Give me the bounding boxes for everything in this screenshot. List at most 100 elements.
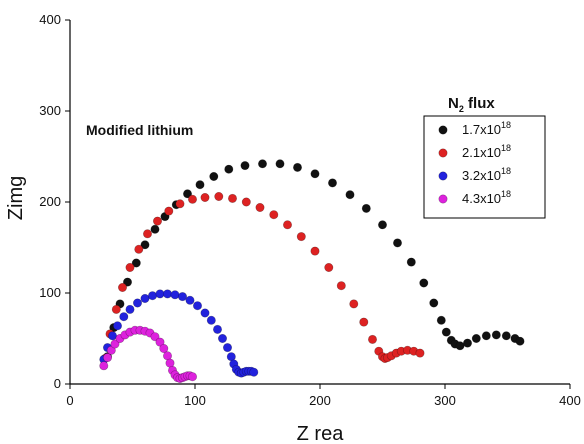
data-point <box>282 220 292 230</box>
data-point <box>206 315 216 325</box>
data-point <box>255 203 265 213</box>
data-point <box>103 353 113 363</box>
y-tick-label: 0 <box>54 376 61 391</box>
data-point <box>228 193 238 203</box>
data-point <box>125 262 135 272</box>
legend-label: 4.3x1018 <box>462 189 511 206</box>
y-tick-label: 400 <box>39 12 61 27</box>
data-point <box>455 341 465 351</box>
data-point <box>185 295 195 305</box>
data-point <box>345 190 355 200</box>
data-point <box>269 210 279 220</box>
data-point <box>150 224 160 234</box>
data-point <box>123 277 133 287</box>
data-point <box>349 299 359 309</box>
legend-entries: 1.7x1018 2.1x1018 3.2x1018 4.3x1018 <box>438 120 511 206</box>
data-point <box>392 238 402 248</box>
data-point <box>200 308 210 318</box>
data-point <box>209 172 219 182</box>
data-point <box>164 206 174 216</box>
chart-annotation: Modified lithium <box>86 122 193 138</box>
data-point <box>140 293 150 303</box>
data-point <box>292 162 302 172</box>
data-point <box>148 291 158 301</box>
data-point <box>336 281 346 291</box>
data-point <box>163 289 173 299</box>
data-point <box>188 372 198 382</box>
data-point <box>441 327 451 337</box>
data-point <box>131 258 141 268</box>
data-point <box>324 262 334 272</box>
data-point <box>241 197 251 207</box>
legend-marker <box>438 194 448 204</box>
series-4 <box>99 325 198 383</box>
x-tick-label: 200 <box>309 393 331 408</box>
legend: N2 flux 1.7x1018 2.1x1018 3.2x1018 4.3x1018 <box>423 95 546 219</box>
data-point <box>134 244 144 254</box>
x-tick-label: 0 <box>66 393 73 408</box>
data-point <box>377 220 387 230</box>
data-point <box>110 339 120 349</box>
data-point <box>200 193 210 203</box>
data-point <box>218 333 228 343</box>
legend-label: 2.1x1018 <box>462 143 511 160</box>
data-point <box>133 298 143 308</box>
data-point <box>224 164 234 174</box>
data-point <box>223 343 233 353</box>
data-point <box>214 192 224 202</box>
data-point <box>195 180 205 190</box>
data-point <box>406 257 416 267</box>
data-point <box>108 331 118 341</box>
legend-marker <box>438 148 448 158</box>
data-point <box>99 361 109 371</box>
data-point <box>359 317 369 327</box>
data-point <box>501 331 511 341</box>
data-point <box>155 289 165 299</box>
data-points <box>99 159 525 383</box>
data-point <box>257 159 267 169</box>
data-point <box>106 345 116 355</box>
data-point <box>111 304 121 314</box>
data-point <box>159 343 169 353</box>
data-point <box>275 159 285 169</box>
legend-marker <box>438 171 448 181</box>
data-point <box>296 232 306 242</box>
data-point <box>183 189 193 199</box>
data-point <box>150 332 160 342</box>
data-point <box>361 203 371 213</box>
data-point <box>113 321 123 331</box>
data-point <box>118 282 128 292</box>
data-point <box>193 301 203 311</box>
legend-label: 3.2x1018 <box>462 166 511 183</box>
data-point <box>153 216 163 226</box>
data-point <box>471 333 481 343</box>
data-point <box>143 229 153 239</box>
data-point <box>178 292 188 302</box>
legend-label: 1.7x1018 <box>462 120 511 137</box>
data-point <box>213 324 223 334</box>
data-point <box>155 337 165 347</box>
data-point <box>170 290 180 300</box>
legend-title: N2 flux <box>448 95 495 114</box>
data-point <box>140 240 150 250</box>
data-point <box>436 315 446 325</box>
x-tick-label: 300 <box>434 393 456 408</box>
data-point <box>125 304 135 314</box>
data-point <box>310 246 320 256</box>
data-point <box>429 298 439 308</box>
data-point <box>491 330 501 340</box>
legend-marker <box>438 125 448 135</box>
axes: 0 100 200 300 400 0 100 200 300 400 <box>39 12 581 408</box>
y-tick-label: 300 <box>39 103 61 118</box>
x-tick-label: 100 <box>184 393 206 408</box>
data-point <box>481 331 491 341</box>
data-point <box>240 161 250 171</box>
data-point <box>462 338 472 348</box>
x-axis-label: Z rea <box>297 423 345 444</box>
data-point <box>515 336 525 346</box>
data-point <box>419 278 429 288</box>
data-point <box>119 312 129 322</box>
data-point <box>188 194 198 204</box>
data-point <box>367 334 377 344</box>
